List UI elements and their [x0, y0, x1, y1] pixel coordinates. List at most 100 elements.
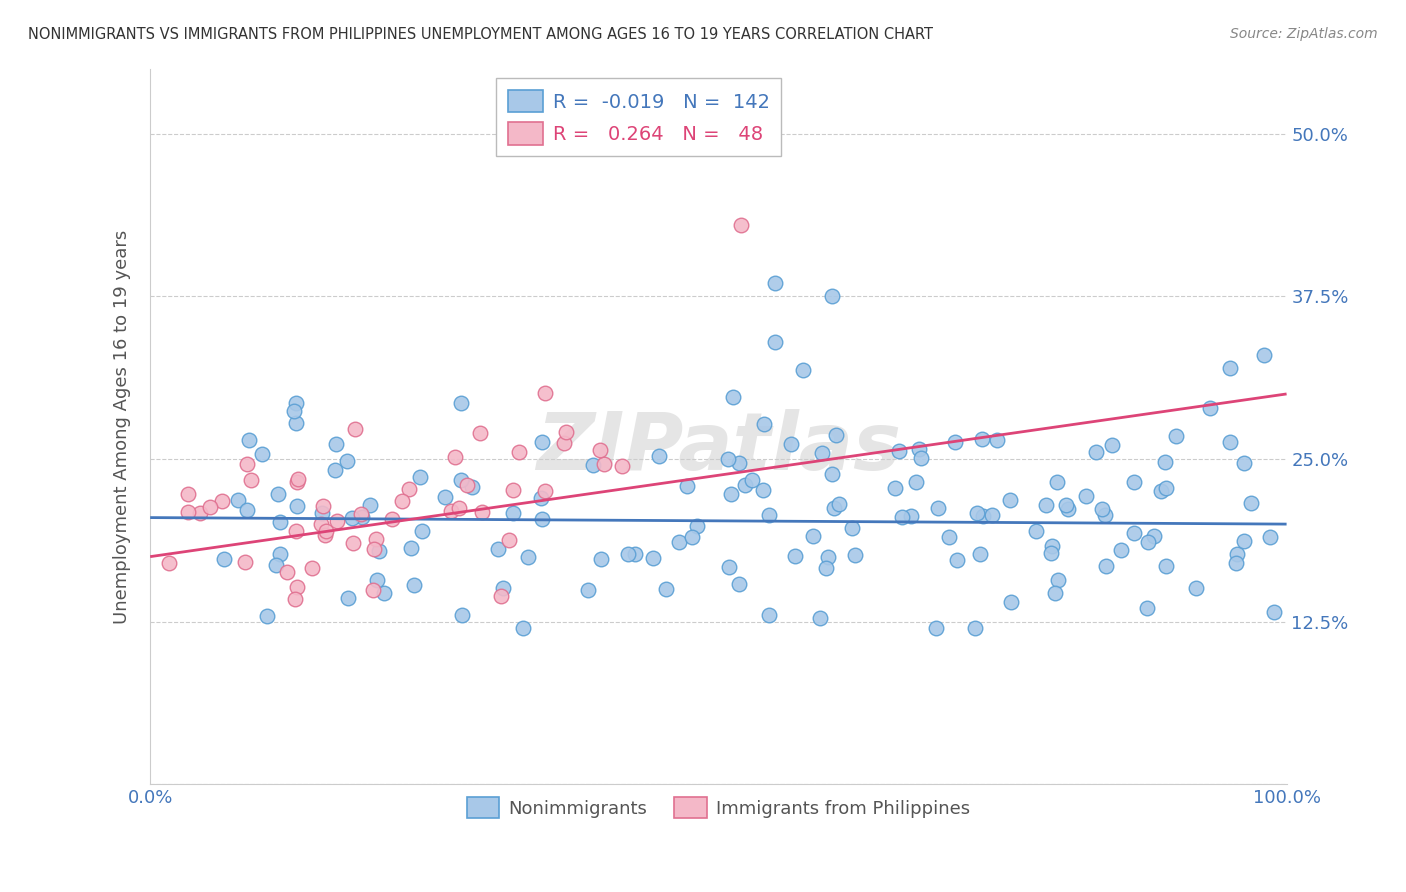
- Point: [553, 436, 575, 450]
- Point: [451, 607, 474, 622]
- Point: [235, 555, 257, 569]
- Point: [533, 483, 555, 498]
- Point: [398, 482, 420, 496]
- Point: [342, 536, 364, 550]
- Point: [269, 516, 291, 530]
- Point: [238, 433, 260, 447]
- Point: [311, 506, 333, 520]
- Point: [461, 480, 484, 494]
- Point: [641, 550, 664, 565]
- Point: [779, 437, 801, 451]
- Point: [655, 582, 678, 596]
- Point: [489, 589, 512, 603]
- Point: [1109, 543, 1132, 558]
- Point: [1258, 530, 1281, 544]
- Point: [285, 580, 308, 594]
- Point: [502, 483, 524, 497]
- Point: [366, 573, 388, 587]
- Point: [512, 621, 534, 635]
- Point: [1164, 429, 1187, 443]
- Point: [972, 432, 994, 446]
- Point: [177, 505, 200, 519]
- Point: [1122, 525, 1144, 540]
- Point: [610, 458, 633, 473]
- Point: [591, 552, 613, 566]
- Point: [966, 506, 988, 520]
- Point: [969, 548, 991, 562]
- Point: [1253, 348, 1275, 362]
- Point: [284, 416, 307, 430]
- Text: Source: ZipAtlas.com: Source: ZipAtlas.com: [1230, 27, 1378, 41]
- Point: [276, 565, 298, 579]
- Point: [808, 611, 831, 625]
- Point: [301, 561, 323, 575]
- Point: [1094, 508, 1116, 523]
- Point: [728, 576, 751, 591]
- Point: [1150, 483, 1173, 498]
- Point: [927, 500, 949, 515]
- Point: [381, 512, 404, 526]
- Point: [344, 422, 367, 436]
- Point: [486, 542, 509, 557]
- Point: [1040, 539, 1063, 553]
- Point: [366, 532, 388, 546]
- Point: [676, 479, 699, 493]
- Point: [907, 442, 929, 456]
- Point: [256, 609, 278, 624]
- Point: [399, 541, 422, 555]
- Point: [1154, 559, 1177, 574]
- Point: [730, 218, 752, 232]
- Y-axis label: Unemployment Among Ages 16 to 19 years: Unemployment Among Ages 16 to 19 years: [114, 229, 131, 624]
- Point: [686, 519, 709, 533]
- Point: [285, 475, 308, 490]
- Point: [828, 497, 851, 511]
- Point: [198, 500, 221, 515]
- Point: [1085, 444, 1108, 458]
- Point: [531, 512, 554, 526]
- Point: [352, 510, 374, 524]
- Point: [449, 500, 471, 515]
- Point: [1101, 438, 1123, 452]
- Point: [409, 470, 432, 484]
- Point: [325, 437, 347, 451]
- Point: [1046, 475, 1069, 490]
- Point: [887, 443, 910, 458]
- Point: [1035, 499, 1057, 513]
- Point: [498, 533, 520, 547]
- Point: [236, 503, 259, 517]
- Point: [681, 530, 703, 544]
- Point: [1047, 573, 1070, 587]
- Point: [884, 481, 907, 495]
- Point: [576, 582, 599, 597]
- Point: [236, 457, 259, 471]
- Point: [1219, 360, 1241, 375]
- Point: [252, 447, 274, 461]
- Point: [336, 591, 359, 605]
- Point: [177, 487, 200, 501]
- Point: [717, 452, 740, 467]
- Point: [1154, 455, 1177, 469]
- Point: [1074, 489, 1097, 503]
- Point: [1239, 495, 1261, 509]
- Point: [821, 289, 844, 303]
- Point: [925, 621, 948, 635]
- Point: [1137, 535, 1160, 549]
- Point: [741, 473, 763, 487]
- Point: [751, 483, 773, 498]
- Point: [456, 477, 478, 491]
- Point: [1025, 524, 1047, 539]
- Point: [623, 547, 645, 561]
- Point: [728, 456, 751, 470]
- Point: [402, 578, 425, 592]
- Point: [1233, 533, 1256, 548]
- Point: [720, 487, 742, 501]
- Point: [1043, 586, 1066, 600]
- Text: ZIPatlas: ZIPatlas: [536, 409, 901, 487]
- Point: [157, 556, 180, 570]
- Point: [228, 492, 250, 507]
- Point: [734, 478, 756, 492]
- Point: [817, 550, 839, 565]
- Point: [981, 508, 1004, 522]
- Point: [336, 454, 359, 468]
- Text: NONIMMIGRANTS VS IMMIGRANTS FROM PHILIPPINES UNEMPLOYMENT AMONG AGES 16 TO 19 YE: NONIMMIGRANTS VS IMMIGRANTS FROM PHILIPP…: [28, 27, 934, 42]
